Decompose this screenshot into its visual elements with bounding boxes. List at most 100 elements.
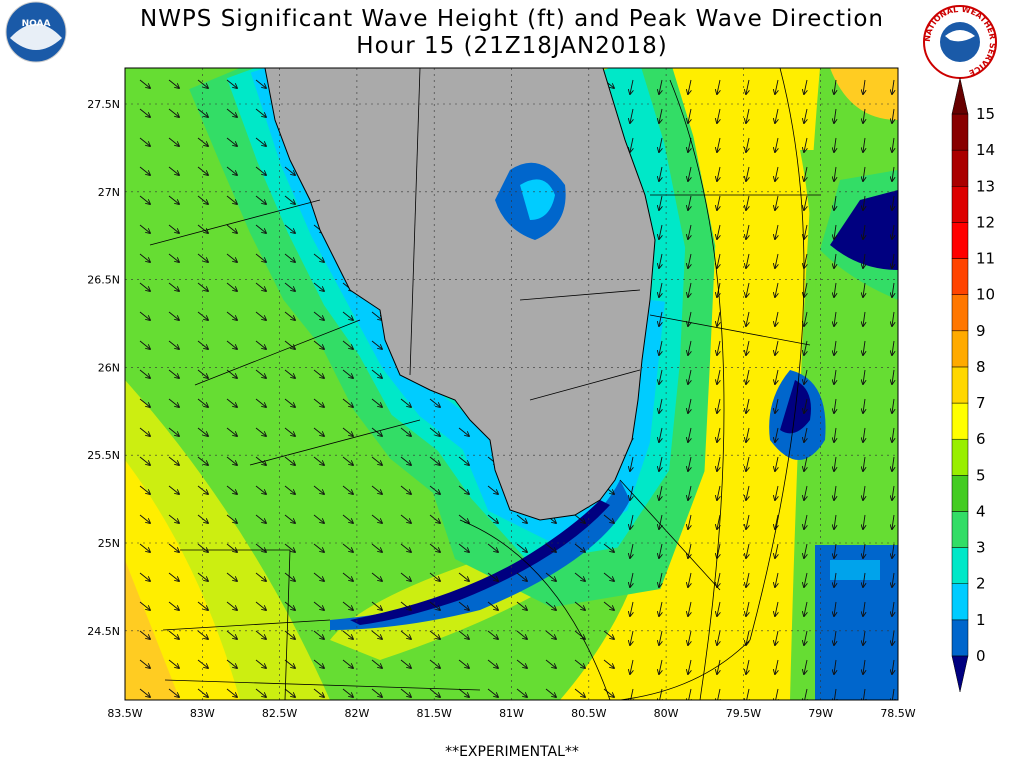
arrow bbox=[458, 659, 469, 668]
arrow bbox=[284, 572, 295, 581]
colorbar-bin bbox=[951, 547, 969, 584]
arrow bbox=[342, 485, 353, 494]
arrow bbox=[863, 398, 865, 413]
arrow bbox=[139, 601, 150, 610]
arrow bbox=[834, 398, 836, 413]
arrow bbox=[746, 601, 749, 616]
arrow bbox=[168, 630, 179, 639]
lat-label: 25.5N bbox=[87, 449, 120, 462]
arrow bbox=[313, 282, 324, 291]
arrow bbox=[834, 195, 836, 210]
arrow bbox=[139, 543, 150, 552]
arrow bbox=[197, 601, 208, 610]
lon-label: 82W bbox=[344, 707, 369, 720]
arrow bbox=[659, 224, 662, 239]
arrow bbox=[892, 427, 894, 442]
arrow bbox=[342, 456, 353, 465]
arrow bbox=[284, 195, 295, 204]
arrow bbox=[168, 659, 179, 668]
arrow bbox=[342, 340, 353, 349]
arrow bbox=[226, 688, 237, 697]
arrow bbox=[804, 398, 807, 413]
arrow bbox=[630, 659, 633, 674]
arrow bbox=[746, 572, 749, 587]
arrow bbox=[574, 688, 585, 697]
arrow bbox=[139, 195, 150, 204]
arrow bbox=[688, 311, 691, 326]
arrow bbox=[139, 514, 150, 523]
arrow bbox=[284, 630, 295, 639]
arrow bbox=[834, 137, 836, 152]
arrow bbox=[863, 253, 865, 268]
arrow bbox=[775, 659, 778, 674]
arrow bbox=[342, 688, 353, 697]
arrow bbox=[226, 456, 237, 465]
arrow bbox=[892, 340, 894, 355]
arrow bbox=[168, 369, 179, 378]
arrow bbox=[545, 572, 556, 581]
lat-label: 24.5N bbox=[87, 625, 120, 638]
arrow bbox=[284, 311, 295, 320]
arrow bbox=[197, 572, 208, 581]
arrow bbox=[892, 282, 894, 297]
arrow bbox=[400, 601, 411, 610]
arrow bbox=[659, 543, 662, 558]
arrow bbox=[255, 688, 266, 697]
colorbar-label: 11 bbox=[976, 250, 995, 268]
arrow bbox=[197, 79, 208, 88]
arrow bbox=[429, 543, 440, 552]
arrow bbox=[804, 601, 807, 616]
arrow bbox=[775, 601, 778, 616]
arrow bbox=[197, 195, 208, 204]
arrow bbox=[313, 456, 324, 465]
arrow bbox=[834, 253, 836, 268]
arrow bbox=[834, 108, 836, 123]
arrow bbox=[429, 427, 440, 436]
colorbar-label: 3 bbox=[976, 539, 986, 557]
arrow bbox=[139, 340, 150, 349]
arrow bbox=[371, 601, 382, 610]
arrow bbox=[313, 369, 324, 378]
arrow bbox=[313, 253, 324, 262]
arrow bbox=[284, 543, 295, 552]
arrow bbox=[688, 369, 691, 384]
arrow bbox=[746, 340, 749, 355]
arrow bbox=[168, 282, 179, 291]
arrow bbox=[659, 166, 662, 181]
colorbar-bin bbox=[951, 366, 969, 404]
arrow bbox=[717, 601, 720, 616]
arrow bbox=[458, 543, 469, 552]
arrow bbox=[139, 282, 150, 291]
arrow bbox=[168, 688, 179, 697]
arrow bbox=[717, 137, 720, 152]
arrow bbox=[892, 253, 894, 268]
zone-lines bbox=[149, 68, 820, 700]
arrow bbox=[313, 601, 324, 610]
arrow bbox=[863, 369, 865, 384]
arrow bbox=[226, 572, 237, 581]
arrow bbox=[659, 137, 662, 152]
arrow bbox=[400, 543, 411, 552]
arrow bbox=[659, 601, 662, 616]
arrow bbox=[197, 398, 208, 407]
arrow bbox=[630, 108, 633, 123]
arrow bbox=[168, 79, 179, 88]
arrow bbox=[659, 195, 662, 210]
arrow bbox=[458, 572, 469, 581]
arrow bbox=[255, 572, 266, 581]
arrow bbox=[516, 514, 527, 523]
arrow bbox=[863, 456, 865, 471]
lon-label: 83W bbox=[190, 707, 215, 720]
arrow bbox=[834, 79, 836, 94]
arrow bbox=[688, 224, 691, 239]
arrow bbox=[197, 253, 208, 262]
arrow bbox=[717, 108, 720, 123]
arrow bbox=[892, 108, 894, 123]
arrow bbox=[487, 543, 498, 552]
arrow bbox=[255, 543, 266, 552]
arrow bbox=[717, 427, 720, 442]
arrow bbox=[834, 311, 836, 326]
lon-label: 80.5W bbox=[571, 707, 606, 720]
